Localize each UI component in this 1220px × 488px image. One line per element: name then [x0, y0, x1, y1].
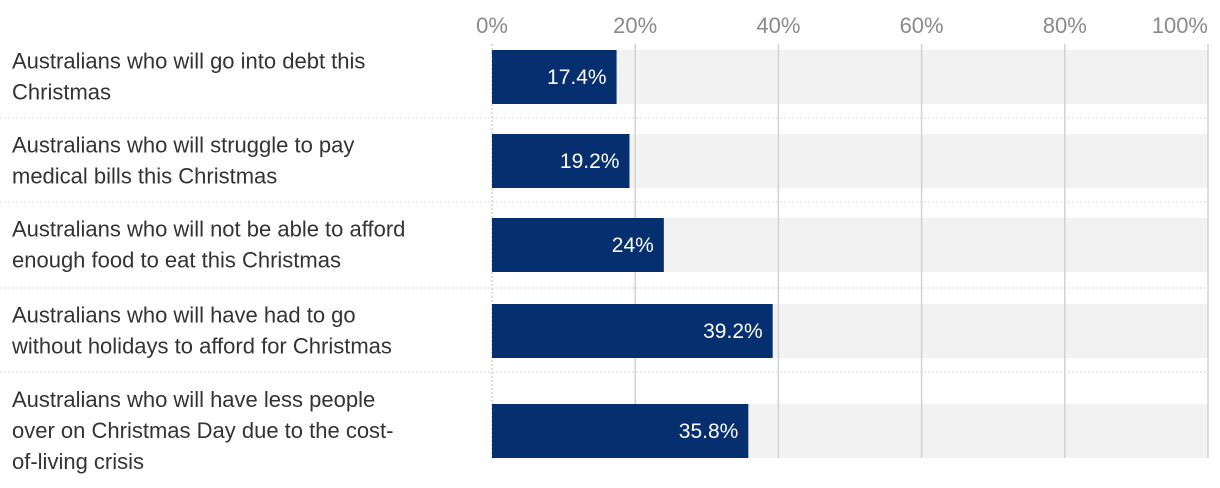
- category-label: Australians who will go into debt this Ch…: [12, 49, 365, 105]
- category-label-line: Christmas: [12, 80, 111, 105]
- category-label-line: Australians who will have less people: [12, 387, 375, 412]
- category-label-line: Australians who will struggle to pay: [12, 133, 354, 158]
- bar: [492, 50, 617, 104]
- x-tick-label: 20%: [613, 13, 657, 38]
- bar-value-label: 39.2%: [703, 320, 763, 343]
- category-label: Australians who will have had to go witho…: [11, 303, 392, 359]
- category-label-line: of-living crisis: [12, 449, 144, 474]
- category-label-line: Australians who will have had to go: [12, 303, 356, 328]
- bar-value-label: 24%: [612, 234, 654, 257]
- bar-value-label: 17.4%: [547, 66, 607, 89]
- bar-value-label: 19.2%: [560, 150, 620, 173]
- bar-value-label: 35.8%: [679, 420, 739, 443]
- bar: [492, 134, 630, 188]
- category-label: Australians who will struggle to pay medi…: [12, 133, 354, 189]
- x-tick-label: 60%: [900, 13, 944, 38]
- category-label-line: without holidays to afford for Christmas: [11, 334, 392, 359]
- bar: [492, 404, 749, 458]
- category-label-line: Australians who will go into debt this: [12, 49, 365, 74]
- bar: [492, 218, 664, 272]
- bar: [492, 304, 773, 358]
- category-label: Australians who will have less people ove…: [12, 387, 394, 474]
- x-tick-label: 0%: [476, 13, 508, 38]
- category-label-line: medical bills this Christmas: [12, 164, 277, 189]
- category-label-line: over on Christmas Day due to the cost-: [12, 418, 394, 443]
- x-tick-label: 40%: [756, 13, 800, 38]
- category-label: Australians who will not be able to affo…: [12, 217, 405, 273]
- category-label-line: Australians who will not be able to affo…: [12, 217, 405, 242]
- category-label-line: enough food to eat this Christmas: [12, 248, 341, 273]
- x-tick-label: 80%: [1043, 13, 1087, 38]
- x-tick-label: 100%: [1152, 13, 1208, 38]
